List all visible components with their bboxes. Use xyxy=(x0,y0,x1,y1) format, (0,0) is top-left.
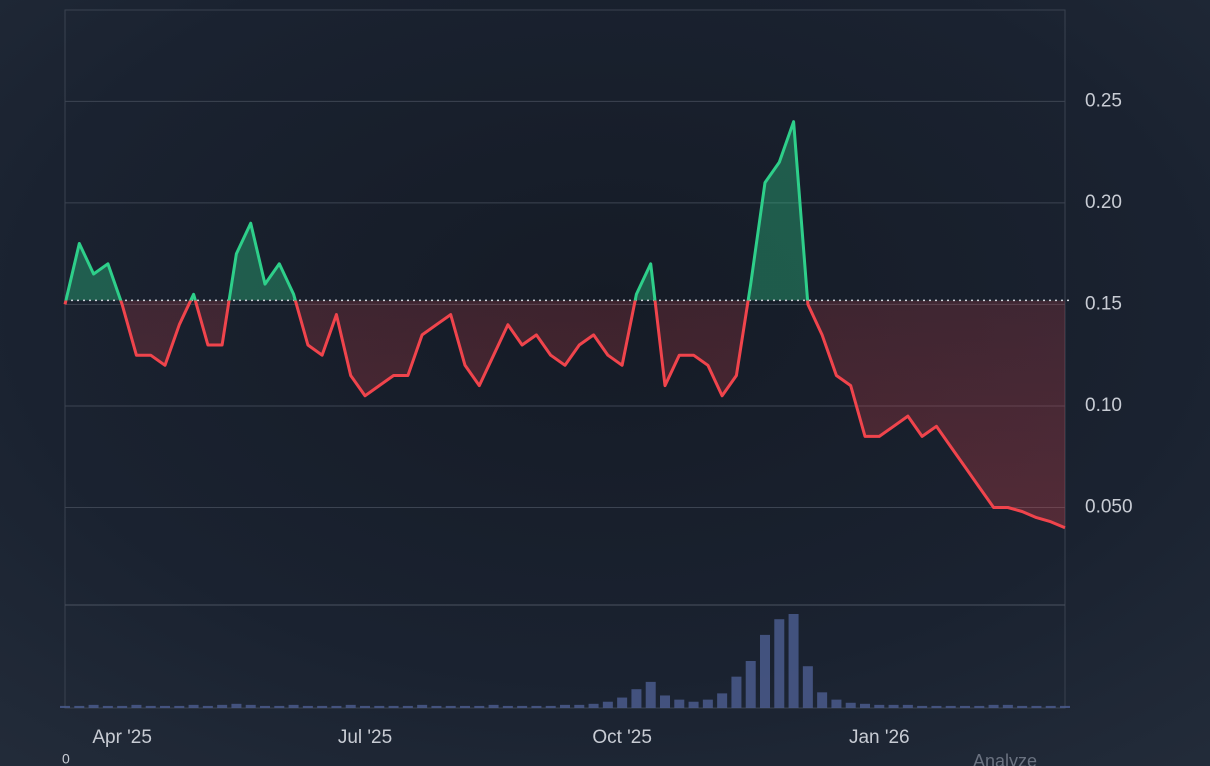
volume-bar xyxy=(260,705,270,708)
volume-axis-label: 0 xyxy=(62,751,70,766)
y-tick-label: 0.10 xyxy=(1085,395,1122,416)
y-tick-label: 0.25 xyxy=(1085,90,1122,111)
volume-bar xyxy=(274,705,285,708)
volume-bar xyxy=(674,699,685,708)
volume-bar xyxy=(902,704,913,708)
volume-bar xyxy=(531,705,542,708)
volume-bar xyxy=(374,705,385,708)
volume-bar xyxy=(517,705,528,708)
volume-bar xyxy=(602,701,613,708)
volume-bar xyxy=(474,705,485,708)
volume-bar xyxy=(288,704,299,708)
volume-bar xyxy=(574,704,585,708)
x-tick-label: Jan '26 xyxy=(849,727,910,748)
volume-bar xyxy=(788,614,799,708)
volume-bar xyxy=(560,704,570,708)
volume-bar xyxy=(1002,704,1013,708)
volume-bar xyxy=(831,699,842,708)
volume-bar xyxy=(660,695,670,708)
volume-bar xyxy=(588,703,599,708)
volume-bar xyxy=(945,705,956,708)
volume-bar xyxy=(417,704,428,708)
volume-bar xyxy=(802,666,813,708)
volume-bar xyxy=(202,705,213,708)
volume-bar xyxy=(745,661,756,708)
volume-bar xyxy=(688,701,699,708)
x-tick-label: Apr '25 xyxy=(92,727,152,748)
volume-bar xyxy=(731,676,742,708)
volume-bar xyxy=(88,704,99,708)
volume-bar xyxy=(545,705,556,708)
y-tick-label: 0.20 xyxy=(1085,192,1122,213)
volume-bar xyxy=(431,705,442,708)
volume-bar xyxy=(974,705,985,708)
volume-bar xyxy=(317,705,328,708)
volume-bar xyxy=(445,705,456,708)
volume-bar xyxy=(231,703,242,708)
volume-bar xyxy=(1060,705,1070,708)
volume-bar xyxy=(160,705,170,708)
volume-bar xyxy=(1017,705,1028,708)
y-tick-label: 0.050 xyxy=(1085,496,1133,517)
volume-bar xyxy=(917,705,928,708)
volume-bar xyxy=(817,692,828,708)
volume-bar xyxy=(774,619,785,708)
volume-bar xyxy=(988,704,999,708)
area-fill xyxy=(65,121,1065,528)
volume-bar xyxy=(760,634,770,708)
volume-bar xyxy=(717,693,728,708)
volume-bar xyxy=(117,705,128,708)
volume-bar xyxy=(145,705,156,708)
volume-bar xyxy=(888,704,899,708)
volume-bar xyxy=(74,705,85,708)
volume-bar xyxy=(331,705,342,708)
y-tick-label: 0.15 xyxy=(1085,293,1122,314)
analyze-button[interactable]: Analyze xyxy=(973,751,1037,766)
x-tick-label: Jul '25 xyxy=(338,727,392,748)
price-line xyxy=(63,120,1066,530)
volume-bar xyxy=(874,704,885,708)
volume-bar xyxy=(345,704,356,708)
volume-bar xyxy=(302,705,313,708)
volume-bar xyxy=(702,699,713,708)
volume-bar xyxy=(60,705,70,708)
volume-bar xyxy=(245,704,256,708)
volume-bar xyxy=(488,704,499,708)
volume-bar xyxy=(631,689,642,708)
volume-bar xyxy=(460,705,470,708)
volume-bar xyxy=(960,705,970,708)
x-tick-label: Oct '25 xyxy=(592,727,652,748)
volume-bar xyxy=(1031,705,1042,708)
volume-bar xyxy=(188,704,199,708)
volume-bar xyxy=(388,705,399,708)
volume-bar xyxy=(845,702,856,708)
volume-bar xyxy=(131,704,142,708)
volume-bar xyxy=(617,697,628,708)
volume-bar xyxy=(860,703,870,708)
volume-bar xyxy=(402,705,413,708)
volume-bar xyxy=(217,704,228,708)
volume-bar xyxy=(360,705,370,708)
volume-bar xyxy=(502,705,513,708)
volume-bar xyxy=(174,705,185,708)
volume-bar xyxy=(931,705,942,708)
volume-bar xyxy=(102,705,113,708)
volume-bar xyxy=(645,681,656,708)
volume-bar xyxy=(1045,705,1056,708)
